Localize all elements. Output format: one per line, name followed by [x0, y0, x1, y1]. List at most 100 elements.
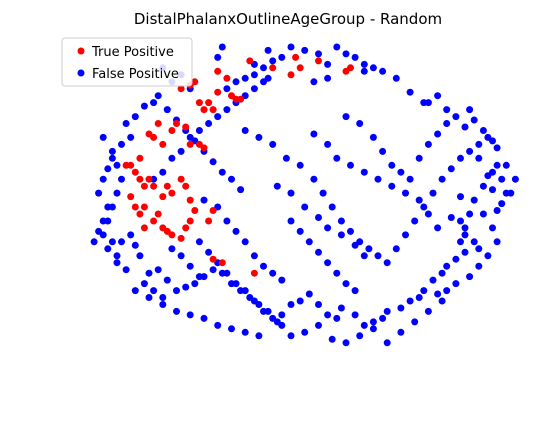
point-false-positive-182: [411, 318, 419, 326]
point-false-positive-225: [150, 99, 158, 107]
point-false-positive-195: [122, 266, 130, 274]
point-false-positive-124: [392, 245, 400, 253]
point-false-positive-263: [342, 50, 350, 58]
point-false-positive-212: [452, 280, 460, 288]
point-false-positive-19: [470, 116, 478, 124]
point-false-positive-267: [301, 46, 309, 54]
point-false-positive-102: [195, 127, 203, 134]
point-false-positive-189: [113, 189, 121, 197]
point-false-positive-76: [118, 238, 125, 246]
point-false-positive-28: [489, 186, 496, 194]
point-false-positive-15: [434, 92, 442, 100]
point-false-positive-184: [438, 297, 446, 305]
point-false-positive-99: [168, 154, 176, 162]
point-false-positive-89: [122, 120, 130, 127]
point-true-positive-50: [136, 210, 144, 218]
point-false-positive-152: [351, 241, 359, 249]
point-false-positive-131: [457, 154, 464, 162]
point-true-positive-47: [209, 207, 217, 214]
point-false-positive-49: [351, 311, 359, 319]
point-false-positive-37: [452, 255, 460, 263]
point-false-positive-139: [360, 168, 368, 176]
point-true-positive-57: [182, 224, 190, 232]
point-false-positive-71: [154, 266, 162, 274]
point-false-positive-223: [470, 238, 478, 246]
point-true-positive-4: [223, 74, 231, 82]
point-false-positive-162: [278, 276, 286, 284]
point-false-positive-157: [232, 227, 240, 235]
point-false-positive-243: [424, 140, 432, 148]
point-false-positive-244: [434, 130, 442, 138]
point-true-positive-3: [214, 67, 222, 75]
point-false-positive-270: [269, 57, 277, 65]
point-false-positive-160: [260, 262, 267, 270]
point-false-positive-250: [315, 248, 322, 256]
point-false-positive-252: [333, 269, 341, 277]
point-false-positive-257: [186, 262, 194, 270]
point-true-positive-24: [159, 140, 167, 148]
point-false-positive-221: [466, 210, 474, 218]
legend-marker-true-positive: [77, 47, 85, 55]
point-false-positive-53: [315, 301, 322, 308]
point-false-positive-239: [388, 161, 396, 169]
point-false-positive-249: [305, 238, 313, 246]
point-false-positive-7: [324, 74, 332, 82]
point-false-positive-74: [131, 241, 139, 249]
legend-marker-false-positive: [77, 69, 85, 77]
point-true-positive-23: [154, 120, 162, 127]
point-false-positive-67: [191, 280, 199, 288]
point-true-positive-28: [186, 140, 194, 148]
point-true-positive-13: [195, 99, 203, 107]
point-false-positive-255: [168, 245, 176, 253]
point-false-positive-148: [301, 203, 309, 211]
point-false-positive-199: [173, 307, 180, 315]
point-false-positive-43: [406, 297, 414, 305]
point-false-positive-47: [369, 318, 377, 326]
point-false-positive-208: [493, 238, 501, 246]
point-false-positive-26: [498, 200, 506, 208]
point-true-positive-10: [315, 57, 322, 65]
point-false-positive-178: [356, 332, 364, 340]
point-false-positive-78: [108, 238, 116, 246]
point-false-positive-84: [99, 175, 107, 183]
point-false-positive-237: [369, 133, 377, 141]
point-false-positive-110: [241, 127, 249, 134]
point-false-positive-169: [250, 297, 258, 305]
point-false-positive-117: [328, 203, 336, 211]
point-true-positive-38: [150, 182, 158, 190]
point-false-positive-271: [260, 64, 267, 72]
point-false-positive-266: [315, 50, 322, 58]
point-false-positive-215: [493, 161, 501, 169]
point-false-positive-264: [351, 53, 359, 61]
point-false-positive-145: [434, 224, 442, 232]
point-false-positive-65: [209, 266, 217, 274]
point-false-positive-115: [310, 175, 318, 183]
point-false-positive-12: [406, 88, 414, 96]
point-false-positive-8: [360, 67, 368, 75]
point-false-positive-136: [324, 140, 332, 148]
point-false-positive-265: [360, 60, 368, 68]
point-false-positive-197: [145, 294, 153, 301]
point-true-positive-7: [287, 71, 295, 79]
point-true-positive-41: [168, 189, 176, 197]
point-false-positive-54: [305, 290, 313, 298]
point-true-positive-45: [191, 207, 199, 214]
point-true-positive-63: [154, 210, 162, 218]
point-false-positive-123: [383, 259, 391, 267]
point-false-positive-41: [420, 287, 428, 295]
point-false-positive-116: [319, 189, 327, 197]
point-false-positive-52: [324, 311, 332, 319]
point-false-positive-108: [250, 85, 258, 93]
point-false-positive-51: [333, 314, 341, 322]
point-false-positive-149: [315, 214, 322, 221]
point-false-positive-156: [223, 217, 231, 225]
point-false-positive-231: [209, 158, 217, 166]
point-false-positive-214: [434, 290, 442, 298]
point-true-positive-6: [269, 64, 277, 72]
point-false-positive-141: [388, 182, 396, 190]
point-false-positive-166: [223, 269, 231, 277]
point-false-positive-111: [255, 133, 263, 141]
point-false-positive-261: [159, 294, 167, 301]
point-false-positive-247: [287, 217, 295, 225]
legend-label-false-positive: False Positive: [92, 67, 179, 82]
